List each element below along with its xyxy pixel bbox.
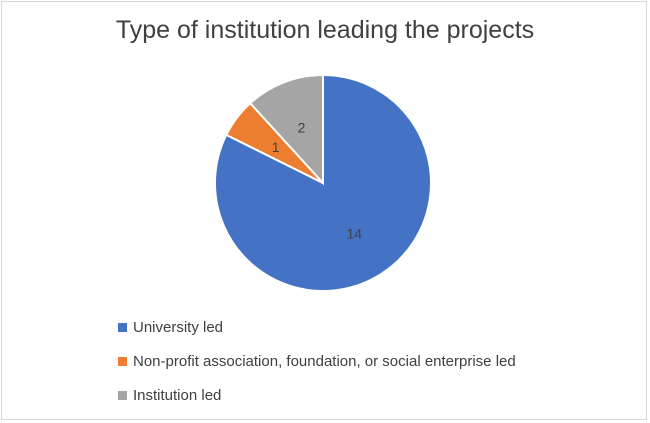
legend-item-university-led: University led xyxy=(118,316,516,338)
data-label-non-profit-led: 1 xyxy=(272,139,280,155)
pie-slice-institution-led xyxy=(248,73,324,186)
legend-item-institution-led: Institution led xyxy=(118,384,516,406)
data-label-institution-led: 2 xyxy=(298,120,306,136)
legend-label-university-led: University led xyxy=(133,318,224,336)
legend-swatch-university-led xyxy=(118,322,127,332)
legend-swatch-institution-led xyxy=(118,390,127,400)
pie-slice-university-led xyxy=(214,73,432,292)
legend-item-non-profit-led: Non-profit association, foundation, or s… xyxy=(118,350,516,372)
chart-title: Type of institution leading the projects xyxy=(115,16,535,44)
data-label-university-led: 14 xyxy=(346,226,362,242)
legend-label-institution-led: Institution led xyxy=(133,386,222,404)
legend: University led Non-profit association, f… xyxy=(118,316,516,418)
legend-label-non-profit-led: Non-profit association, foundation, or s… xyxy=(133,352,516,370)
legend-swatch-non-profit-led xyxy=(118,356,127,366)
